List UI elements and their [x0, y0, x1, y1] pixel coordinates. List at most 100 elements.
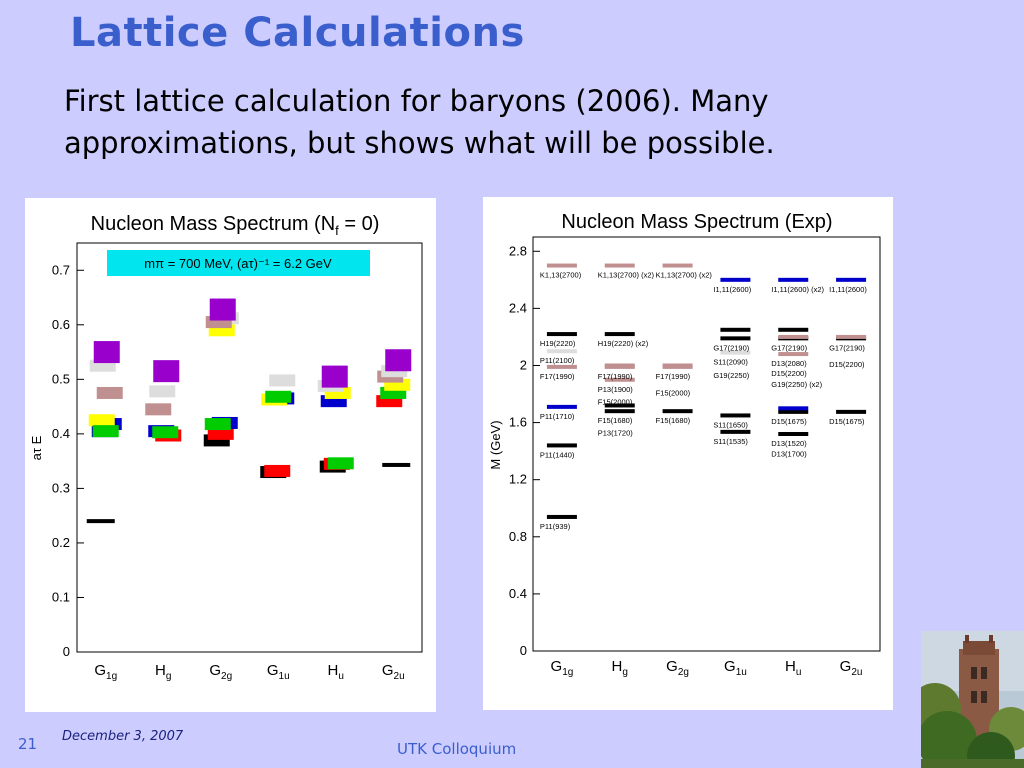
- experiment-level: [778, 277, 809, 282]
- category-label: G2g: [209, 662, 232, 682]
- y-tick-label: 0.3: [52, 480, 70, 495]
- level-label: D13(2080): [771, 359, 807, 368]
- footer-date: December 3, 2007: [62, 729, 184, 744]
- level-label: D15(2200): [771, 369, 807, 378]
- category-label-main: G: [666, 658, 678, 675]
- experiment-level: [778, 406, 809, 411]
- energy-level: [88, 414, 115, 427]
- experiment-level: [778, 409, 809, 414]
- level-label: P13(1720): [598, 428, 634, 437]
- slide-title: Lattice Calculations: [70, 10, 525, 56]
- category-label-main: H: [612, 658, 623, 675]
- category-label: Hg: [612, 658, 628, 678]
- chart-title: Nucleon Mass Spectrum (Nf = 0): [91, 213, 380, 238]
- experiment-level: [604, 409, 635, 414]
- level-label: D15(2200): [829, 360, 865, 369]
- category-label-sub: 1g: [562, 667, 573, 678]
- category-label-sub: 2u: [394, 671, 405, 682]
- category-label: G1u: [724, 658, 747, 678]
- category-label: G1u: [267, 662, 290, 682]
- y-tick-label: 2.8: [509, 243, 527, 258]
- experiment-level: [546, 349, 577, 354]
- energy-level: [153, 360, 180, 383]
- y-tick-label: 0.5: [52, 371, 70, 386]
- level-label: D15(1675): [771, 417, 807, 426]
- category-label-sub: u: [796, 667, 802, 678]
- slide-subtitle: First lattice calculation for baryons (2…: [64, 84, 775, 160]
- experiment-level: [662, 263, 693, 268]
- experiment-level: [778, 432, 809, 437]
- energy-level: [204, 418, 231, 431]
- energy-level: [207, 427, 234, 440]
- experiment-level: [546, 443, 577, 448]
- experiment-level: [720, 327, 751, 332]
- experiment-level: [720, 413, 751, 418]
- chart-title-main: Nucleon Mass Spectrum (N: [91, 213, 336, 235]
- level-label: F15(2000): [656, 388, 691, 397]
- chart-title: Nucleon Mass Spectrum (Exp): [561, 211, 832, 233]
- y-axis-label: aτ E: [29, 435, 44, 460]
- energy-level: [321, 365, 348, 388]
- experiment-level: [778, 327, 809, 332]
- level-label: K1,13(2700) (x2): [656, 271, 713, 280]
- energy-level: [149, 385, 176, 398]
- level-label: I1,11(2600): [713, 285, 751, 294]
- experiment-level: [662, 409, 693, 414]
- level-label: S11(2090): [713, 358, 748, 367]
- lattice-chart-panel: Nucleon Mass Spectrum (Nf = 0) mπ = 700 M…: [25, 198, 436, 712]
- energy-level: [152, 426, 179, 439]
- plot-frame: [76, 242, 423, 653]
- category-label-main: G: [551, 658, 563, 675]
- category-label: Hu: [785, 658, 801, 678]
- category-label-main: G: [840, 658, 852, 675]
- level-label: F17(1990): [540, 372, 575, 381]
- level-label: P11(1440): [540, 450, 575, 459]
- category-label-sub: 2g: [678, 667, 689, 678]
- level-label: I1,11(2600): [829, 285, 867, 294]
- experiment-chart: Nucleon Mass Spectrum (Exp) 0 0.4 0.8 1.2 1.6…: [488, 211, 881, 678]
- level-label: G19(2250): [713, 371, 749, 380]
- category-label: G2g: [666, 658, 689, 678]
- experiment-level: [836, 277, 867, 282]
- experiment-level: [836, 409, 867, 414]
- y-tick-label: 0.2: [52, 535, 70, 550]
- page-number: 21: [18, 735, 38, 753]
- chart-title-sub: f: [335, 223, 339, 238]
- plot-frame: [532, 236, 881, 652]
- category-label-sub: 1u: [279, 671, 290, 682]
- energy-level: [382, 462, 411, 467]
- category-label-main: H: [155, 662, 166, 679]
- y-tick-label: 0.4: [52, 426, 70, 441]
- y-axis-label: M (GeV): [488, 420, 503, 469]
- category-label: G1g: [551, 658, 574, 678]
- y-tick-label: 2.4: [509, 300, 527, 315]
- level-label: F17(1990): [598, 372, 633, 381]
- level-label: F17(1990): [656, 372, 691, 381]
- level-label: D13(1700): [771, 449, 807, 458]
- annotation-text: mπ = 700 MeV, (aτ)⁻¹ = 6.2 GeV: [144, 256, 332, 271]
- y-tick-label: 0: [520, 643, 527, 658]
- experiment-level: [778, 334, 809, 339]
- y-tick-label: 0.4: [509, 586, 527, 601]
- level-label: I1,11(2600) (x2): [771, 285, 824, 294]
- y-tick-label: 1.6: [509, 415, 527, 430]
- category-label-main: H: [328, 662, 339, 679]
- experiment-level: [604, 263, 635, 268]
- experiment-level: [604, 363, 635, 368]
- energy-level: [86, 519, 115, 524]
- y-tick-label: 0.7: [52, 262, 70, 277]
- y-tick-label: 1.2: [509, 472, 527, 487]
- category-label-main: G: [267, 662, 279, 679]
- experiment-level: [720, 277, 751, 282]
- energy-level: [209, 298, 236, 321]
- category-label-sub: 2u: [851, 667, 862, 678]
- category-label-main: G: [94, 662, 106, 679]
- y-tick-label: 2: [520, 357, 527, 372]
- level-label: K1,13(2700) (x2): [598, 271, 655, 280]
- level-label: K1,13(2700): [540, 271, 582, 280]
- level-label: H19(2220) (x2): [598, 339, 649, 348]
- level-label: G17(2190): [829, 343, 865, 352]
- experiment-level: [720, 336, 751, 341]
- level-label: P11(939): [540, 522, 571, 531]
- category-label-sub: u: [338, 671, 344, 682]
